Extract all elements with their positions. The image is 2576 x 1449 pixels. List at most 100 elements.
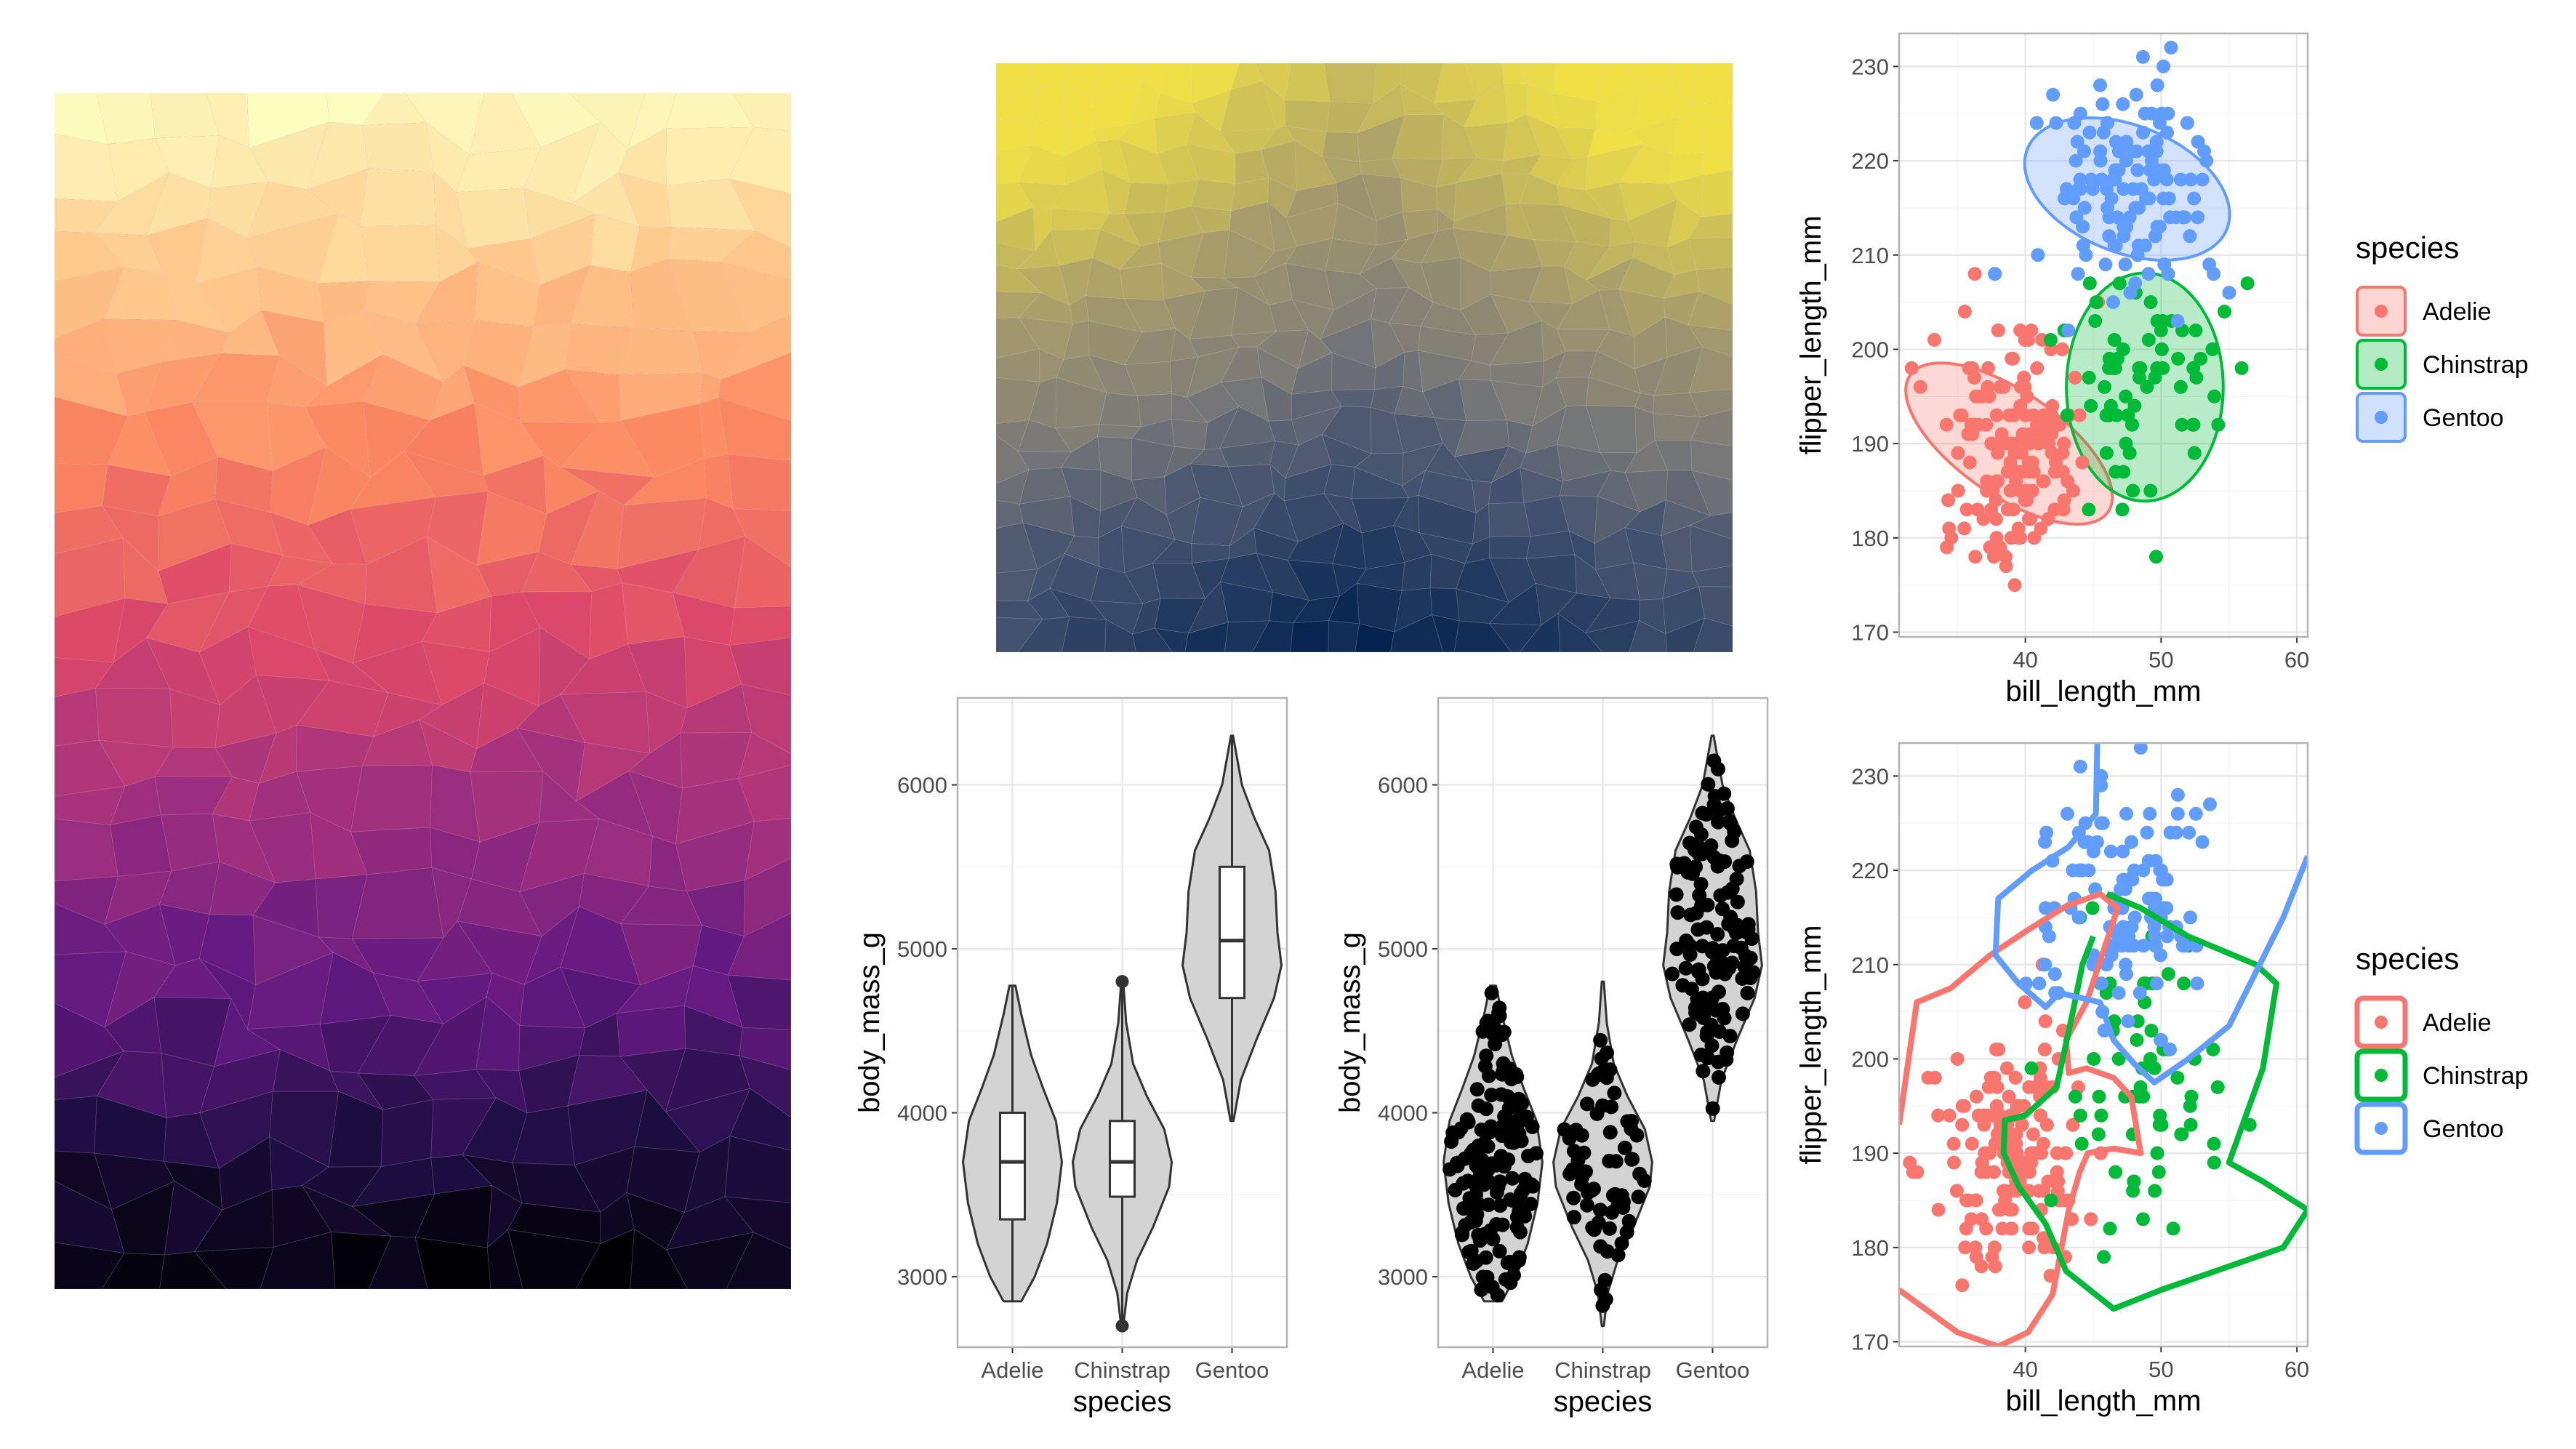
data-point (1608, 1187, 1623, 1202)
x-tick-label: 60 (2284, 1357, 2309, 1382)
data-point-chinstrap (2211, 417, 2226, 432)
data-point-gentoo (2156, 59, 2170, 73)
data-point-gentoo (2042, 929, 2056, 944)
y-tick-label: 180 (1851, 1235, 1889, 1261)
data-point-adelie (2021, 512, 2036, 526)
data-point (1566, 1210, 1581, 1225)
data-point (1474, 1123, 1489, 1137)
data-point-chinstrap (2087, 1052, 2101, 1066)
data-point (1740, 985, 1755, 1000)
data-point-adelie (2004, 1184, 2018, 1198)
data-point-chinstrap (2210, 1080, 2225, 1094)
data-point-gentoo (2154, 948, 2168, 963)
data-point (1696, 1064, 1711, 1079)
data-point-chinstrap (2151, 1165, 2166, 1179)
data-point (1593, 1239, 1608, 1254)
data-point-adelie (2050, 1146, 2064, 1160)
data-point (1669, 887, 1684, 902)
data-point-gentoo (2140, 825, 2154, 840)
data-point-gentoo (2102, 229, 2116, 244)
data-point-gentoo (2077, 835, 2092, 849)
mosaic-cell (160, 813, 220, 872)
data-point (1598, 1292, 1613, 1307)
y-tick-label: 220 (1851, 858, 1889, 883)
data-point-gentoo (2132, 201, 2146, 215)
data-point-chinstrap (2044, 1193, 2058, 1208)
legend-point (2375, 1069, 2388, 1082)
data-point (1689, 905, 1704, 920)
data-point (1481, 1197, 1496, 1213)
data-point-chinstrap (2121, 408, 2135, 422)
data-point-adelie (2015, 465, 2030, 479)
data-point-chinstrap (2144, 1024, 2159, 1037)
data-point-adelie (2021, 333, 2036, 347)
x-tick-label: 40 (2013, 1357, 2037, 1382)
data-point-adelie (1975, 389, 1989, 404)
data-point (1723, 910, 1738, 925)
data-point-gentoo (2038, 958, 2053, 972)
data-point-adelie (1991, 324, 2005, 337)
data-point (1607, 1085, 1622, 1101)
data-point-gentoo (2093, 78, 2107, 92)
data-point-adelie (1927, 333, 1941, 347)
data-point-adelie (1974, 1165, 1989, 1179)
data-point (1730, 894, 1745, 910)
data-point-chinstrap (2089, 295, 2103, 310)
data-point-gentoo (2180, 116, 2194, 130)
data-point-chinstrap (2186, 417, 2201, 432)
data-point (1493, 1198, 1508, 1213)
data-point (1690, 922, 1706, 937)
data-point (1574, 1128, 1589, 1143)
data-point-gentoo (2029, 116, 2044, 130)
mosaic-cell (359, 168, 436, 227)
violin-points-panel: 3000 4000 5000 6000 Adelie Chinstrap Gentoo spe… (1334, 697, 1769, 1418)
data-point-adelie (2036, 474, 2050, 489)
panel-border (1898, 32, 2309, 638)
data-point-adelie (2053, 417, 2066, 432)
data-point (1448, 1182, 1463, 1197)
data-point (1675, 978, 1690, 993)
data-point-gentoo (2114, 882, 2128, 896)
data-point-gentoo (2159, 872, 2174, 887)
y-axis-title: body_mass_g (1334, 932, 1366, 1113)
data-point-chinstrap (2150, 314, 2164, 328)
data-point-gentoo (2123, 286, 2138, 300)
data-point-gentoo (2191, 210, 2205, 225)
data-point-gentoo (2108, 172, 2122, 187)
data-point-gentoo (2163, 1043, 2177, 1056)
data-point-adelie (1976, 512, 1991, 526)
data-point-gentoo (2160, 125, 2174, 140)
data-point-adelie (2022, 1240, 2037, 1255)
data-point (1605, 1205, 1619, 1220)
data-point (1720, 800, 1735, 816)
data-point-adelie (2000, 502, 2015, 517)
x-tick-label: Chinstrap (1554, 1357, 1651, 1383)
data-point-gentoo (2103, 844, 2118, 859)
data-point (1566, 1190, 1581, 1205)
data-point-adelie (1906, 1165, 1920, 1179)
data-point-adelie (1947, 1155, 1961, 1170)
y-tick-label: 5000 (1378, 936, 1428, 962)
legend-label-adelie: Adelie (2423, 298, 2492, 326)
mosaic-cell (380, 1099, 434, 1168)
data-point-chinstrap (2073, 1108, 2087, 1123)
x-tick-label: Gentoo (1195, 1357, 1269, 1383)
data-point-adelie (2037, 1231, 2050, 1245)
data-point-gentoo (2170, 806, 2185, 821)
data-point (1580, 1096, 1594, 1112)
data-point-chinstrap (2099, 446, 2114, 460)
data-point (1670, 905, 1685, 920)
x-axis-title: species (1073, 1386, 1172, 1418)
legend-point (2375, 305, 2388, 318)
data-point-adelie (2030, 361, 2045, 375)
mosaic-cell (726, 1232, 792, 1290)
data-point-chinstrap (2109, 408, 2124, 422)
data-point (1503, 1275, 1518, 1291)
data-point-gentoo (2127, 910, 2142, 925)
magma-voronoi-mosaic (54, 92, 792, 1290)
x-tick-label: 40 (2013, 647, 2037, 673)
data-point (1691, 962, 1706, 977)
data-point-adelie (1942, 1108, 1957, 1123)
y-tick-label: 170 (1851, 1330, 1889, 1355)
data-point (1481, 1068, 1496, 1083)
